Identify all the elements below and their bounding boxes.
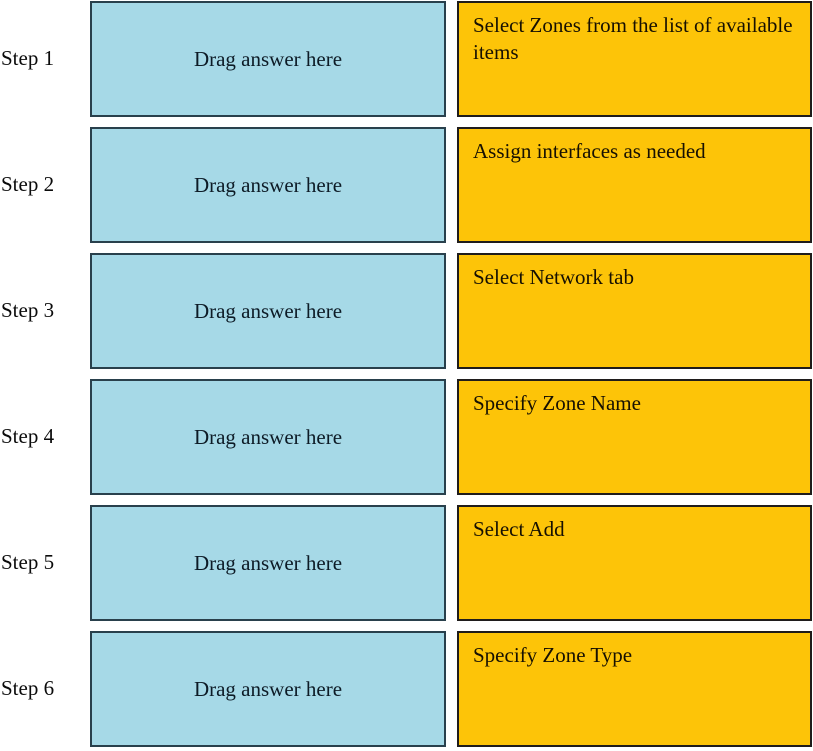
answer-drop-zone[interactable]: Drag answer here [90, 505, 446, 621]
answer-option-card[interactable]: Specify Zone Type [457, 631, 812, 747]
answer-option-card[interactable]: Select Network tab [457, 253, 812, 369]
step-row-1: Step 1 Drag answer here Select Zones fro… [0, 1, 813, 117]
answer-drop-zone[interactable]: Drag answer here [90, 127, 446, 243]
step-label: Step 6 [1, 676, 55, 701]
step-row-2: Step 2 Drag answer here Assign interface… [0, 127, 813, 243]
step-row-3: Step 3 Drag answer here Select Network t… [0, 253, 813, 369]
answer-drop-zone[interactable]: Drag answer here [90, 253, 446, 369]
answer-option-card[interactable]: Specify Zone Name [457, 379, 812, 495]
answer-option-card[interactable]: Select Add [457, 505, 812, 621]
step-label: Step 3 [1, 298, 55, 323]
step-row-5: Step 5 Drag answer here Select Add [0, 505, 813, 621]
step-label: Step 5 [1, 550, 55, 575]
answer-option-card[interactable]: Assign interfaces as needed [457, 127, 812, 243]
answer-option-card[interactable]: Select Zones from the list of available … [457, 1, 812, 117]
step-label: Step 4 [1, 424, 55, 449]
step-label: Step 2 [1, 172, 55, 197]
step-row-6: Step 6 Drag answer here Specify Zone Typ… [0, 631, 813, 747]
step-label: Step 1 [1, 46, 55, 71]
answer-drop-zone[interactable]: Drag answer here [90, 379, 446, 495]
step-row-4: Step 4 Drag answer here Specify Zone Nam… [0, 379, 813, 495]
answer-drop-zone[interactable]: Drag answer here [90, 631, 446, 747]
answer-drop-zone[interactable]: Drag answer here [90, 1, 446, 117]
